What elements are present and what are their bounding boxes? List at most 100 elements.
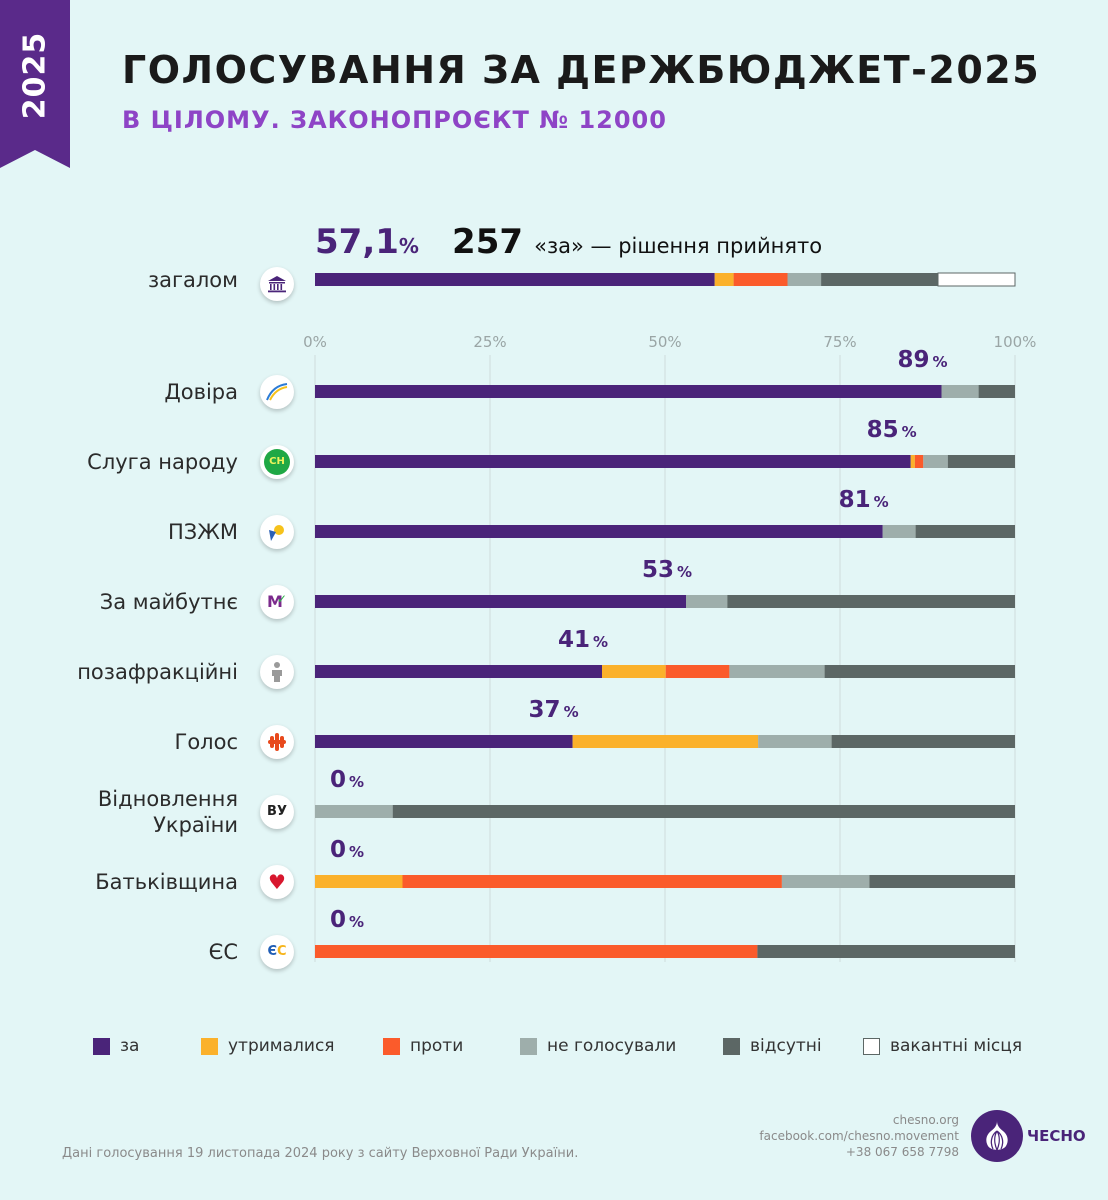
bar-segment-vidsutni (392, 805, 1015, 818)
bar-segment-ne_holosuvaly (923, 455, 948, 468)
percent-label-value: 37 (528, 697, 561, 723)
vote-summary: 57,1% 257 «за» — рішення прийнято (315, 222, 822, 262)
percent-label-value: 85 (866, 417, 899, 443)
summary-percent: 57,1 (315, 222, 399, 262)
bar-segment-proty (733, 273, 788, 286)
x-tick-label: 75% (823, 333, 856, 351)
percent-label-value: 0 (330, 907, 347, 933)
percent-label: 0% (330, 907, 364, 933)
bar-segment-proty (665, 665, 730, 678)
za-maibutnie-icon: М ✓ (260, 584, 294, 619)
legend-label: вакантні місця (890, 1036, 1023, 1056)
bar-segment-utrymalysia (714, 273, 734, 286)
x-tick-label: 50% (648, 333, 681, 351)
bar-segment-vidsutni (869, 875, 1015, 888)
legend-label: утрималися (228, 1036, 335, 1056)
percent-label-value: 81 (838, 487, 871, 513)
percent-label: 41% (558, 627, 608, 653)
row-label-line: Довіра (164, 379, 238, 404)
bar-segment-proty (914, 455, 924, 468)
row-label: позафракційні (77, 659, 238, 685)
sluha-narodu-badge: СН (264, 448, 290, 475)
chesno-garlic-logo-icon (971, 1110, 1023, 1162)
legend-item-utrymalysia: утрималися (201, 1036, 335, 1056)
person-icon (260, 654, 294, 689)
legend-label: проти (410, 1036, 464, 1056)
bar-segment-ne_holosuvaly (315, 805, 393, 818)
percent-label-value: 53 (641, 557, 674, 583)
percent-label: 81% (839, 487, 889, 513)
percent-label: 89% (897, 347, 947, 373)
dovira-icon (260, 374, 294, 409)
legend-label: відсутні (750, 1036, 822, 1056)
legend-item-vidsutni: відсутні (723, 1036, 822, 1056)
bar-segment-ne_holosuvaly (882, 525, 916, 538)
percent-label: 85% (867, 417, 917, 443)
vote-chart: 0% 25% 50% 75% 100% (303, 272, 1037, 962)
pzzhm-icon (260, 514, 294, 549)
page-subtitle: В ЦІЛОМУ. ЗАКОНОПРОЄКТ № 12000 (122, 106, 667, 134)
row-label: загалом (148, 267, 238, 293)
heart-icon: ♥ (260, 864, 294, 899)
bar-segment-za (315, 455, 911, 468)
percent-label: 37% (529, 697, 579, 723)
row-label: Батьківщина (95, 869, 238, 895)
legend-label: не голосували (547, 1036, 677, 1056)
bar-segment-utrymalysia (910, 455, 915, 468)
legend-swatch (201, 1037, 218, 1055)
row-label: Довіра (164, 379, 238, 405)
page-title: ГОЛОСУВАННЯ ЗА ДЕРЖБЮДЖЕТ-2025 (122, 48, 1041, 92)
row-label-line: За майбутнє (99, 589, 238, 614)
percent-label-unit: % (901, 423, 917, 441)
row-label-line: загалом (147, 267, 238, 292)
percent-label-unit: % (349, 913, 365, 931)
row-label-line: Слуга народу (87, 449, 238, 474)
bar-segment-ne_holosuvaly (729, 665, 825, 678)
bar-segment-vidsutni (831, 735, 1015, 748)
percent-label-value: 0 (330, 767, 347, 793)
percent-label-value: 41 (557, 627, 590, 653)
vidnovlennia-ukrainy-icon: ВУ (260, 794, 294, 829)
sluha-narodu-icon: СН (260, 444, 294, 479)
percent-label-unit: % (873, 493, 889, 511)
contact-website[interactable]: chesno.org (892, 1113, 959, 1127)
yes-icon: ЄС (260, 934, 294, 969)
row-label: Слуга народу (87, 449, 238, 475)
percent-label: 0% (330, 767, 364, 793)
bar-segment-vidsutni (915, 525, 1015, 538)
bar-segment-vidsutni (978, 385, 1015, 398)
legend-item-vakantni: вакантні місця (863, 1036, 1022, 1056)
bar-segment-vakantni (937, 272, 1016, 287)
percent-label-unit: % (932, 353, 948, 371)
percent-label: 0% (330, 837, 364, 863)
row-label-line: Відновлення (97, 786, 238, 811)
legend-swatch (723, 1037, 740, 1055)
row-label-line: України (153, 812, 238, 837)
bar-segment-proty (315, 945, 758, 958)
legend-item-proty: проти (383, 1036, 463, 1056)
bar-segment-ne_holosuvaly (787, 273, 822, 286)
data-source-note: Дані голосування 19 листопада 2024 року … (62, 1146, 579, 1161)
contact-facebook[interactable]: facebook.com/chesno.movement (759, 1129, 959, 1143)
holos-icon (260, 724, 294, 759)
percent-label-unit: % (592, 633, 608, 651)
bar-segment-utrymalysia (602, 665, 666, 678)
percent-label: 53% (642, 557, 692, 583)
chart-legend: за утрималися проти не голосували відсутні ва… (0, 1036, 1108, 1060)
x-tick-label: 100% (994, 333, 1037, 351)
bar-segment-vidsutni (727, 595, 1015, 608)
contact-phone: +38 067 658 7798 (845, 1145, 959, 1159)
row-label: За майбутнє (100, 589, 238, 615)
bar-segment-ne_holosuvaly (781, 875, 870, 888)
contacts: chesno.org facebook.com/chesno.movement … (759, 1112, 959, 1160)
legend-swatch (520, 1037, 537, 1055)
percent-label-unit: % (563, 703, 579, 721)
bar-segment-za (315, 525, 883, 538)
bar-segment-utrymalysia (315, 875, 403, 888)
bar-segment-utrymalysia (572, 735, 759, 748)
bar-segment-za (315, 735, 573, 748)
percent-label-unit: % (349, 843, 365, 861)
bar-segment-vidsutni (947, 455, 1015, 468)
legend-item-za: за (93, 1036, 139, 1056)
legend-swatch (863, 1037, 880, 1055)
